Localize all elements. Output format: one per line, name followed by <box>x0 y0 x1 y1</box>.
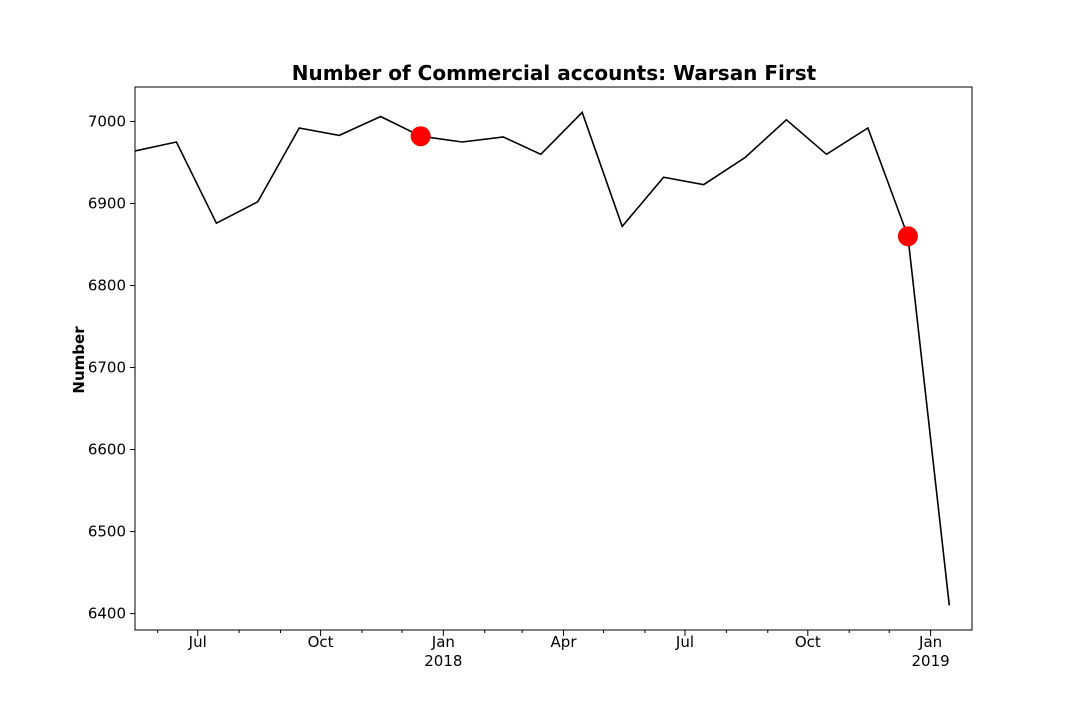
x-tick-label: Jul <box>188 633 207 651</box>
y-tick-label: 6500 <box>88 523 126 541</box>
x-tick-label: Jan <box>431 633 455 651</box>
highlight-marker <box>897 226 918 247</box>
y-tick-label: 6900 <box>88 194 126 212</box>
axes-frame <box>134 86 973 631</box>
x-tick-year-label: 2019 <box>912 652 950 670</box>
y-axis-label: Number <box>70 326 88 394</box>
x-tick-label: Oct <box>308 633 334 651</box>
x-tick-year-label: 2018 <box>424 652 462 670</box>
y-tick-label: 7000 <box>88 112 126 130</box>
y-tick-label: 6400 <box>88 605 126 623</box>
x-tick-label: Oct <box>795 633 821 651</box>
y-axis: 6400 6500 6600 6700 6800 6900 7000 <box>88 112 135 623</box>
highlight-marker <box>410 126 431 147</box>
plot-area <box>135 110 951 606</box>
y-tick-label: 6700 <box>88 359 126 377</box>
chart-title: Number of Commercial accounts: Warsan Fi… <box>292 61 817 85</box>
y-tick-label: 6600 <box>88 441 126 459</box>
y-tick-label: 6800 <box>88 276 126 294</box>
series-line <box>135 110 951 606</box>
x-tick-label: Jan <box>918 633 942 651</box>
x-tick-label: Apr <box>551 633 578 651</box>
x-tick-label: Jul <box>675 633 694 651</box>
series-group <box>135 110 951 606</box>
